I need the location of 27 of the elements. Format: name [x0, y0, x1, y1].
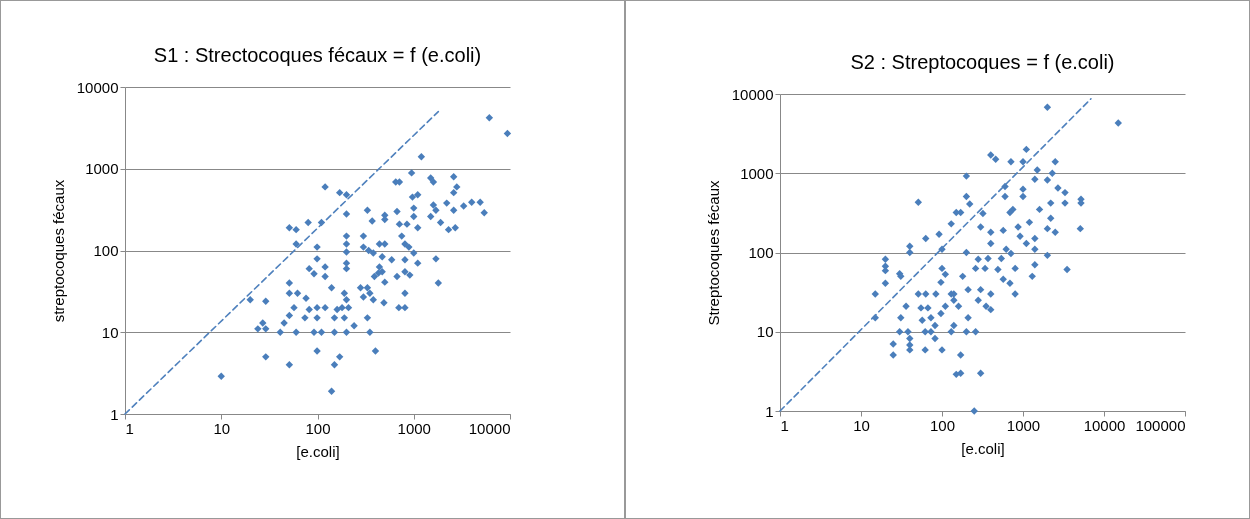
x-tick-label: 10 [213, 419, 231, 437]
x-tick-label: 100 [305, 419, 331, 437]
y-tick-label: 100 [748, 244, 774, 261]
x-tick-label: 100000 [1135, 416, 1186, 434]
y-tick-label: 10000 [731, 85, 774, 103]
y-axis-title: streptocoques fécaux [49, 179, 67, 323]
y-tick-label: 1 [110, 405, 119, 423]
x-tick-label: 1000 [1006, 416, 1041, 434]
x-tick-label: 1 [780, 416, 789, 434]
x-tick-label: 10000 [468, 419, 511, 437]
x-axis-title: [e.coli] [296, 442, 340, 460]
x-tick-label: 1 [125, 419, 134, 437]
x-tick-label: 10000 [1083, 416, 1126, 434]
y-tick-label: 1000 [740, 164, 774, 182]
y-tick-label: 1000 [85, 160, 119, 178]
y-axis-title: Streptocoques fécaux [704, 179, 722, 326]
x-tick-label: 100 [929, 416, 956, 434]
y-tick-label: 1 [765, 402, 774, 420]
y-tick-label: 10000 [76, 78, 119, 96]
y-tick-label: 10 [101, 323, 119, 341]
x-tick-label: 1000 [397, 419, 431, 437]
x-axis-title: [e.coli] [961, 439, 1005, 457]
chart-title: S2 : Streptocoques = f (e.coli) [850, 51, 1115, 73]
y-tick-label: 100 [93, 242, 119, 259]
y-tick-label: 10 [756, 323, 774, 341]
chart-title: S1 : Strectocoques fécaux = f (e.coli) [153, 44, 482, 66]
x-tick-label: 10 [853, 416, 870, 434]
